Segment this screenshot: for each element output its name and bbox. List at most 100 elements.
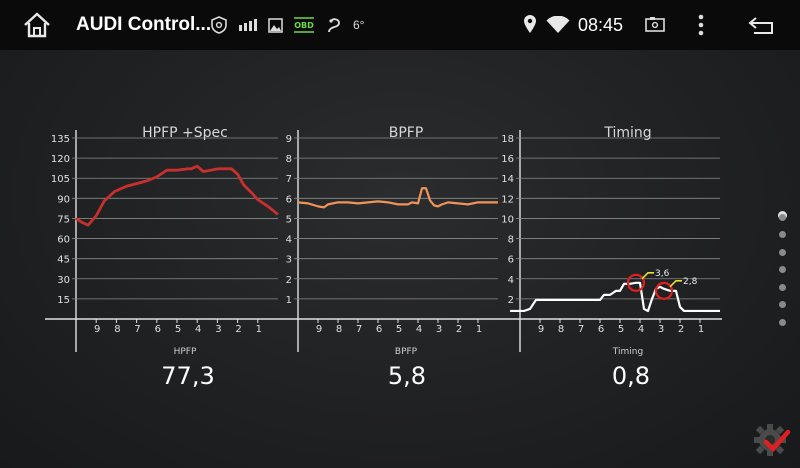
x-axis-label: HPFP (174, 347, 197, 357)
y-tick-label: 6 (286, 194, 292, 205)
x-tick-label: 3 (658, 324, 664, 335)
x-tick-label: 8 (114, 324, 120, 335)
y-tick-label: 2 (286, 275, 292, 286)
x-tick-label: 7 (356, 324, 362, 335)
x-tick-label: 5 (618, 324, 624, 335)
chart-2: 9 8 7 6 5 4 3 2 1 BPFP 9 8 7 6 5 4 3 2 1 BPFP (286, 125, 498, 357)
x-tick-label: 5 (175, 324, 181, 335)
y-tick-label: 45 (57, 255, 70, 266)
y-tick-label: 6 (508, 255, 514, 266)
signal-bars-icon (238, 17, 258, 33)
y-tick-label: 2 (508, 295, 514, 306)
y-tick-label: 60 (57, 235, 70, 246)
x-tick-label: 6 (376, 324, 382, 335)
obd-label: OBD (294, 21, 314, 30)
page-dot[interactable] (779, 318, 786, 326)
x-tick-label: 2 (235, 324, 241, 335)
y-tick-label: 8 (286, 154, 292, 165)
back-icon[interactable] (746, 13, 778, 37)
x-tick-label: 1 (698, 324, 704, 335)
y-tick-label: 12 (501, 194, 514, 205)
wifi-icon (545, 14, 571, 36)
x-tick-label: 3 (215, 324, 221, 335)
status-bar: AUDI Control... OBD 6° 08:45 (0, 0, 800, 50)
x-tick-label: 6 (598, 324, 604, 335)
x-tick-label: 7 (134, 324, 140, 335)
timing-value: 0,8 (611, 362, 651, 390)
snake-icon (325, 15, 343, 35)
x-tick-label: 4 (195, 324, 201, 335)
more-icon[interactable] (694, 12, 708, 38)
page-dot[interactable] (779, 283, 786, 291)
series-line (75, 164, 279, 227)
settings-icon[interactable] (752, 420, 792, 460)
x-axis-label: Timing (612, 347, 643, 357)
y-tick-label: 9 (286, 134, 292, 145)
y-tick-label: 15 (57, 295, 70, 306)
peak-marker (654, 281, 674, 300)
x-tick-label: 1 (256, 324, 262, 335)
x-tick-label: 2 (678, 324, 684, 335)
app-title: AUDI Control... (76, 14, 212, 35)
annotation-label: 2,8 (683, 277, 698, 287)
battery-icon (643, 15, 667, 35)
y-tick-label: 4 (508, 275, 514, 286)
hpfp-value: 77,3 (161, 362, 215, 390)
x-tick-label: 2 (456, 324, 462, 335)
x-tick-label: 8 (558, 324, 564, 335)
x-axis-label: BPFP (395, 347, 418, 357)
y-tick-label: 14 (501, 174, 514, 185)
temperature: 6° (353, 18, 365, 32)
page-dot[interactable] (779, 231, 786, 238)
chart-title: HPFP +Spec (142, 125, 228, 141)
y-tick-label: 105 (51, 174, 70, 185)
y-tick-label: 8 (508, 235, 514, 246)
y-tick-label: 135 (51, 134, 70, 145)
x-tick-label: 4 (416, 324, 422, 335)
y-tick-label: 10 (501, 214, 514, 225)
chart-3: 18 16 14 12 10 8 6 4 2 Timing 9 8 7 6 5 4 3 2 1 Timing 3,6 2,… (501, 125, 720, 357)
x-tick-label: 4 (638, 324, 644, 335)
x-tick-label: 9 (316, 324, 322, 335)
chart-title: Timing (603, 125, 651, 141)
obd-icon: OBD (292, 14, 316, 36)
bpfp-value: 5,8 (387, 362, 427, 390)
annotation-leader (641, 271, 654, 280)
chart-title: BPFP (389, 125, 424, 141)
y-tick-label: 3 (286, 255, 292, 266)
y-tick-label: 7 (286, 174, 292, 185)
annotation-label: 3,6 (655, 269, 670, 279)
peak-marker (626, 273, 646, 292)
y-tick-label: 16 (501, 154, 514, 165)
clock: 08:45 (578, 15, 624, 35)
image-icon (266, 16, 284, 34)
location-icon (522, 13, 538, 35)
x-tick-label: 1 (476, 324, 482, 335)
x-tick-label: 8 (336, 324, 342, 335)
y-tick-label: 5 (286, 214, 292, 225)
chart-1: 135 120 105 90 75 60 45 30 15 HPFP +Spec 9 8 7 6 5 4 3 2 1… (51, 125, 279, 357)
y-tick-label: 120 (51, 154, 70, 165)
page-dot[interactable] (779, 248, 786, 256)
x-tick-label: 7 (578, 324, 584, 335)
x-tick-label: 3 (436, 324, 442, 335)
series-line (297, 187, 498, 209)
y-tick-label: 4 (286, 235, 292, 246)
shield-icon (210, 15, 228, 35)
home-icon[interactable] (20, 10, 54, 40)
page-dot[interactable] (779, 213, 786, 221)
y-tick-label: 75 (57, 214, 70, 225)
y-tick-label: 18 (501, 134, 514, 145)
y-tick-label: 1 (286, 295, 292, 306)
series-line (510, 281, 720, 313)
annotation-leader (669, 280, 682, 288)
page-dot[interactable] (779, 266, 786, 273)
x-tick-label: 6 (155, 324, 161, 335)
page-dot[interactable] (779, 301, 786, 308)
x-tick-label: 9 (94, 324, 100, 335)
x-tick-label: 5 (396, 324, 402, 335)
y-tick-label: 90 (57, 194, 70, 205)
x-tick-label: 9 (538, 324, 544, 335)
y-tick-label: 30 (57, 275, 70, 286)
